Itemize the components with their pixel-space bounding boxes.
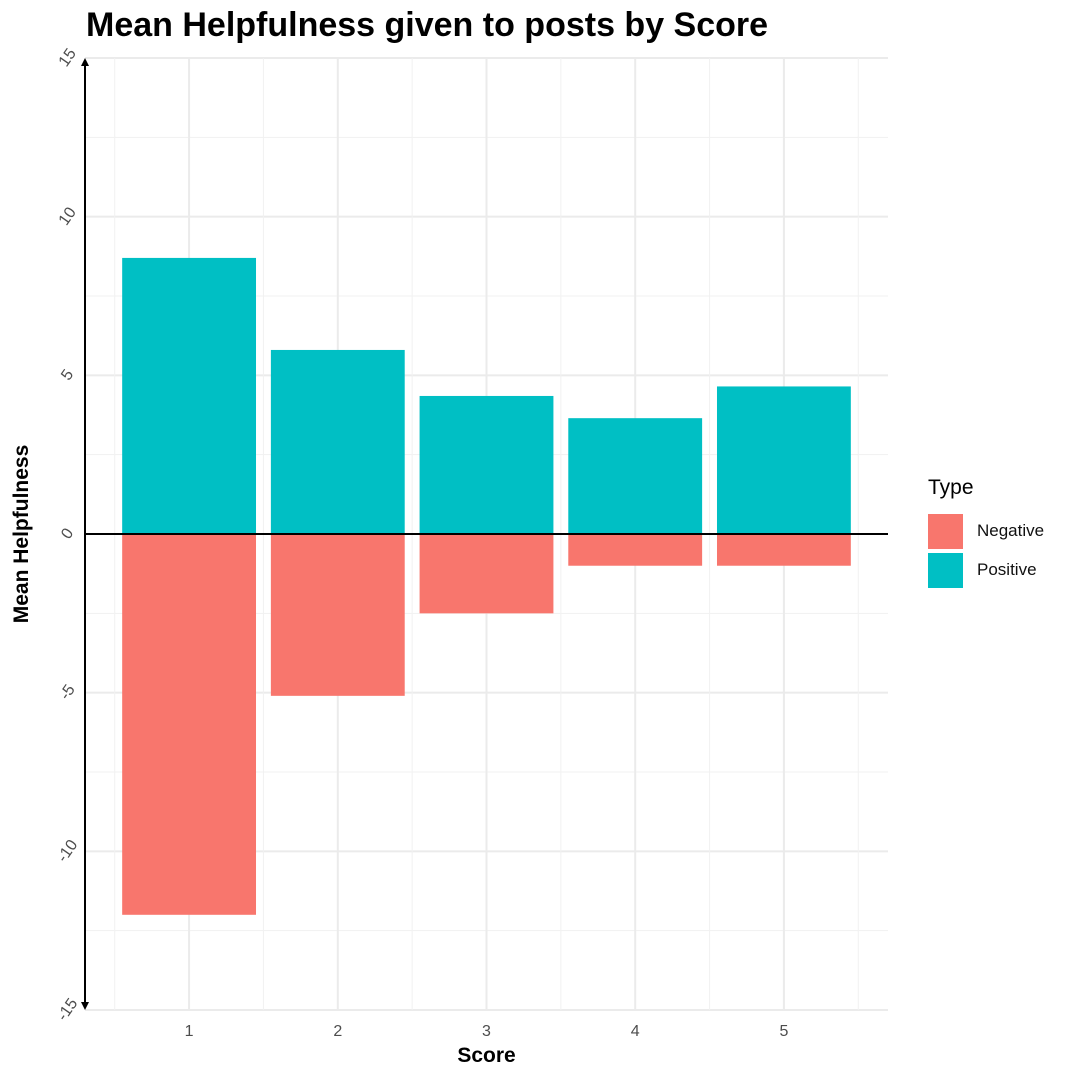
y-tick-label: 0 xyxy=(58,525,77,542)
legend-title: Type xyxy=(928,476,974,499)
y-tick-label: -15 xyxy=(54,995,81,1024)
legend-item-positive: Positive xyxy=(928,551,1044,589)
bar-positive-2 xyxy=(270,349,405,534)
y-axis-title: Mean Helpfulness xyxy=(10,445,33,624)
y-axis-arrow-top xyxy=(81,58,89,66)
x-axis-title: Score xyxy=(457,1044,515,1067)
legend-item-negative: Negative xyxy=(928,512,1044,550)
bar-positive-5 xyxy=(716,386,851,534)
bar-positive-3 xyxy=(419,395,554,534)
y-tick-label: 10 xyxy=(56,204,80,228)
x-tick-label: 3 xyxy=(482,1023,491,1040)
y-tick-label: -5 xyxy=(57,682,79,703)
y-axis-arrow-bottom xyxy=(81,1002,89,1010)
legend-label-negative: Negative xyxy=(977,521,1045,540)
legend: Type Negative Positive xyxy=(928,476,1044,590)
chart-title: Mean Helpfulness given to posts by Score xyxy=(86,6,769,44)
bar-negative-1 xyxy=(122,534,257,915)
legend-label-positive: Positive xyxy=(977,560,1037,579)
bar-negative-5 xyxy=(716,534,851,566)
bar-negative-2 xyxy=(270,534,405,696)
legend-swatch-positive xyxy=(928,552,963,588)
bar-negative-4 xyxy=(568,534,703,566)
bar-negative-3 xyxy=(419,534,554,614)
legend-swatch-negative xyxy=(928,513,963,549)
x-tick-label: 5 xyxy=(779,1023,788,1040)
x-tick-label: 2 xyxy=(333,1023,342,1040)
y-tick-label: -10 xyxy=(54,837,81,866)
bar-positive-4 xyxy=(568,418,703,534)
x-tick-label: 4 xyxy=(631,1023,640,1040)
y-tick-label: 15 xyxy=(56,46,80,70)
x-tick-label: 1 xyxy=(185,1023,194,1040)
bar-positive-1 xyxy=(122,257,257,534)
y-tick-label: 5 xyxy=(58,367,77,384)
